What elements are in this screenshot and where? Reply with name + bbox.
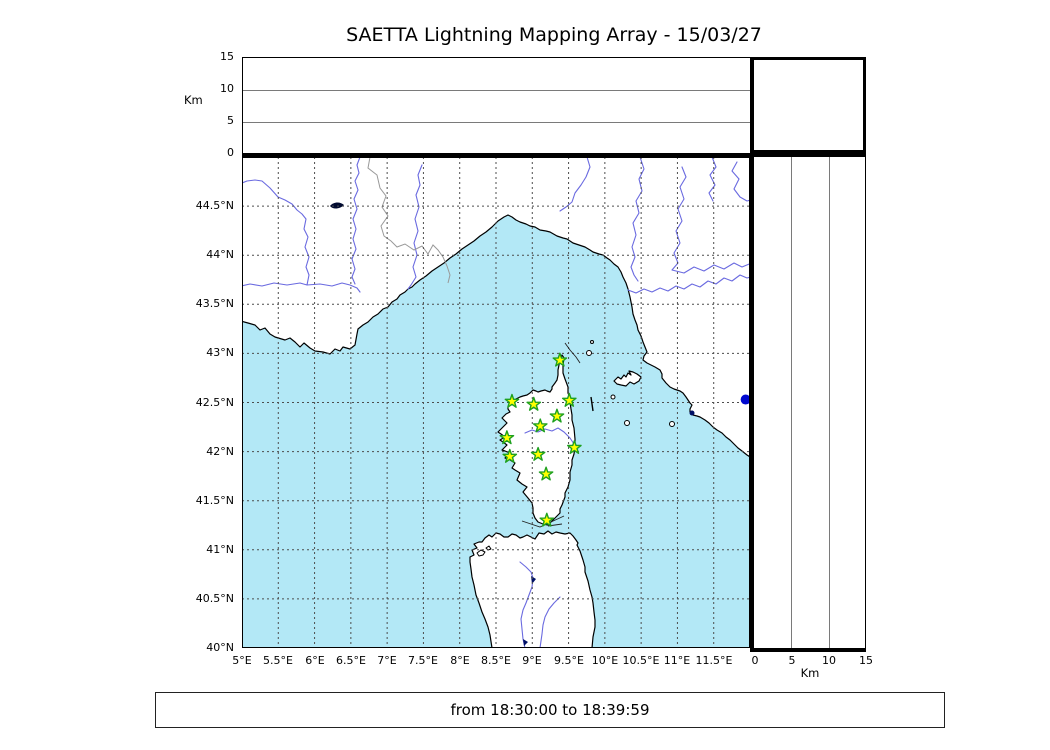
river-italy-north bbox=[559, 157, 750, 282]
altitude-grid-line bbox=[829, 157, 830, 648]
lon-tick-label: 8°E bbox=[450, 654, 470, 667]
lat-tick-label: 42°N bbox=[206, 445, 234, 458]
lat-tick-label: 44.5°N bbox=[195, 199, 234, 212]
distance-tick-label: 5 bbox=[788, 654, 796, 667]
island-capraia bbox=[586, 350, 592, 356]
altitude-grid-line bbox=[243, 122, 751, 123]
lon-tick-label: 5.5°E bbox=[263, 654, 293, 667]
lon-tick-label: 8.5°E bbox=[481, 654, 511, 667]
lagoon-orbetello bbox=[689, 410, 695, 416]
lat-tick-label: 43.5°N bbox=[195, 297, 234, 310]
station-marker bbox=[502, 448, 518, 463]
lon-tick-label: 6.5°E bbox=[336, 654, 366, 667]
frame-separator-horizontal bbox=[242, 153, 866, 157]
altitude-tick-label: 15 bbox=[220, 50, 234, 63]
station-marker bbox=[549, 408, 565, 423]
lon-tick-label: 6°E bbox=[305, 654, 325, 667]
altitude-grid-line bbox=[791, 157, 792, 648]
distance-tick-label: 10 bbox=[822, 654, 836, 667]
lon-tick-label: 10.5°E bbox=[622, 654, 660, 667]
island-gorgona bbox=[590, 340, 594, 344]
status-bar: from 18:30:00 to 18:39:59 bbox=[155, 692, 945, 728]
border-france-italy bbox=[367, 157, 451, 284]
altitude-panel-top bbox=[242, 57, 751, 154]
lon-tick-label: 9°E bbox=[522, 654, 542, 667]
station-marker bbox=[539, 512, 555, 527]
station-marker bbox=[504, 393, 520, 408]
lat-tick-label: 41.5°N bbox=[195, 494, 234, 507]
station-marker bbox=[530, 446, 546, 461]
line-cap-corse bbox=[564, 342, 581, 364]
right-panel-bottom-border bbox=[754, 648, 866, 652]
lon-tick-label: 9.5°E bbox=[554, 654, 584, 667]
lake-serre-poncon bbox=[330, 202, 344, 209]
altitude-tick-label: 0 bbox=[227, 146, 234, 159]
station-marker bbox=[552, 352, 568, 367]
station-marker bbox=[532, 418, 548, 433]
station-markers bbox=[499, 352, 582, 527]
rivers bbox=[242, 157, 750, 648]
altitude-histogram-box bbox=[750, 57, 866, 153]
island-montecristo bbox=[624, 420, 630, 426]
island-giglio bbox=[669, 421, 675, 427]
river-corsica-golo bbox=[524, 427, 576, 448]
river-arno bbox=[627, 274, 750, 294]
station-marker bbox=[567, 439, 582, 455]
frame-separator-vertical bbox=[750, 57, 754, 652]
lat-tick-label: 44°N bbox=[206, 248, 234, 261]
altitude-axis-unit: Km bbox=[184, 93, 203, 107]
lat-tick-label: 42.5°N bbox=[195, 396, 234, 409]
altitude-grid-line bbox=[243, 90, 751, 91]
station-marker bbox=[526, 396, 542, 411]
map-canvas bbox=[242, 157, 750, 648]
altitude-tick-label: 10 bbox=[220, 82, 234, 95]
altitude-panel-right bbox=[754, 157, 866, 648]
islet-sliver bbox=[590, 396, 594, 412]
event-dot bbox=[740, 394, 750, 405]
island-pianosa bbox=[610, 394, 616, 400]
small-islands bbox=[586, 340, 675, 427]
distance-tick-label: 0 bbox=[751, 654, 759, 667]
status-text: from 18:30:00 to 18:39:59 bbox=[450, 701, 650, 719]
distance-tick-label: 15 bbox=[859, 654, 873, 667]
station-marker bbox=[499, 430, 515, 445]
lat-tick-label: 43°N bbox=[206, 346, 234, 359]
map-frame bbox=[242, 157, 750, 648]
lon-tick-label: 7.5°E bbox=[408, 654, 438, 667]
lon-tick-label: 10°E bbox=[591, 654, 619, 667]
page-title: SAETTA Lightning Mapping Array - 15/03/2… bbox=[346, 24, 762, 46]
lon-tick-label: 5°E bbox=[232, 654, 252, 667]
lon-tick-label: 11.5°E bbox=[695, 654, 733, 667]
lat-tick-label: 41°N bbox=[206, 543, 234, 556]
lat-tick-label: 40.5°N bbox=[195, 592, 234, 605]
altitude-tick-label: 5 bbox=[227, 114, 234, 127]
station-marker bbox=[561, 392, 577, 407]
distance-axis-unit: Km bbox=[800, 666, 820, 680]
lake-sardinia-2 bbox=[523, 639, 528, 646]
river-france bbox=[242, 157, 423, 293]
station-marker bbox=[538, 466, 554, 481]
lon-tick-label: 11°E bbox=[663, 654, 691, 667]
lat-tick-label: 40°N bbox=[206, 641, 234, 654]
lon-tick-label: 7°E bbox=[377, 654, 397, 667]
